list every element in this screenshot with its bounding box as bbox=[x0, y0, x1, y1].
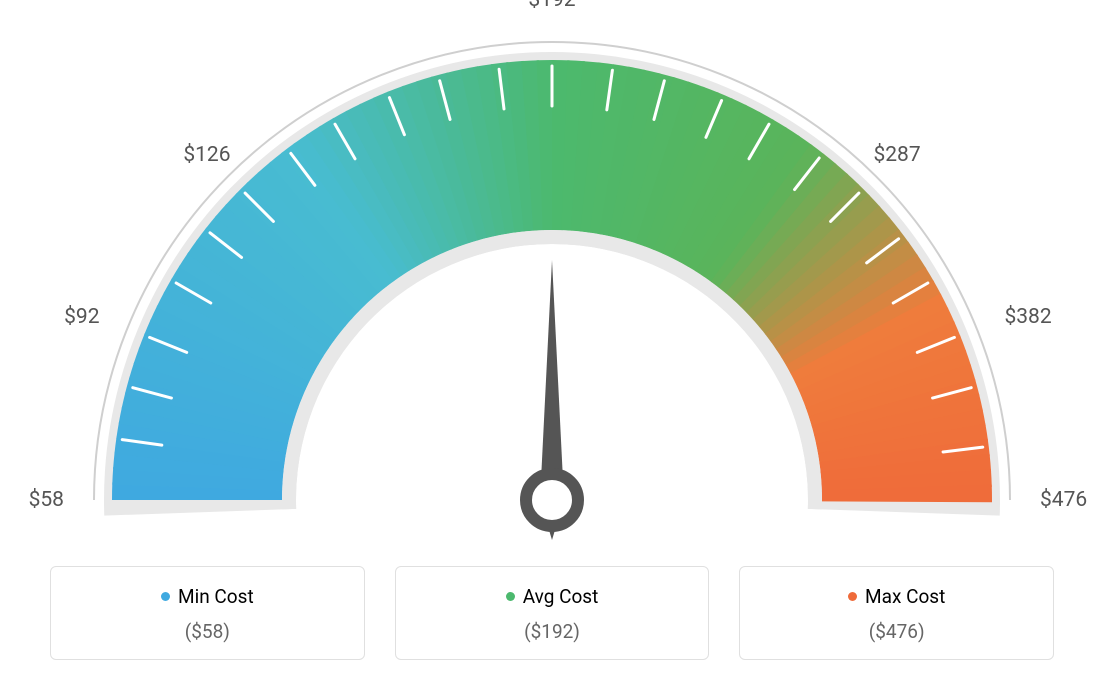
legend-label-min: Min Cost bbox=[178, 585, 254, 608]
dot-icon bbox=[161, 592, 170, 601]
scale-label: $58 bbox=[29, 488, 64, 512]
legend-value-min: ($58) bbox=[61, 620, 354, 643]
legend-card-avg: Avg Cost ($192) bbox=[395, 566, 710, 660]
legend-label-max: Max Cost bbox=[865, 585, 945, 608]
legend-card-max: Max Cost ($476) bbox=[739, 566, 1054, 660]
legend-title-max: Max Cost bbox=[848, 585, 945, 608]
legend-title-min: Min Cost bbox=[161, 585, 254, 608]
dot-icon bbox=[506, 592, 515, 601]
scale-label: $476 bbox=[1040, 488, 1087, 512]
legend-label-avg: Avg Cost bbox=[523, 585, 599, 608]
scale-label: $192 bbox=[528, 0, 575, 12]
dot-icon bbox=[848, 592, 857, 601]
gauge: $58 $92 $126 $192 $287 $382 $476 bbox=[0, 0, 1104, 560]
legend-value-max: ($476) bbox=[750, 620, 1043, 643]
cost-gauge-container: $58 $92 $126 $192 $287 $382 $476 Min Cost ($58… bbox=[0, 0, 1104, 690]
scale-label: $287 bbox=[873, 143, 920, 167]
legend-value-avg: ($192) bbox=[406, 620, 699, 643]
scale-label: $126 bbox=[183, 143, 230, 167]
legend-title-avg: Avg Cost bbox=[506, 585, 599, 608]
legend-card-min: Min Cost ($58) bbox=[50, 566, 365, 660]
legend-row: Min Cost ($58) Avg Cost ($192) Max Cost … bbox=[50, 566, 1054, 660]
scale-label: $382 bbox=[1004, 305, 1051, 329]
scale-label: $92 bbox=[64, 305, 99, 329]
gauge-svg bbox=[0, 0, 1104, 560]
